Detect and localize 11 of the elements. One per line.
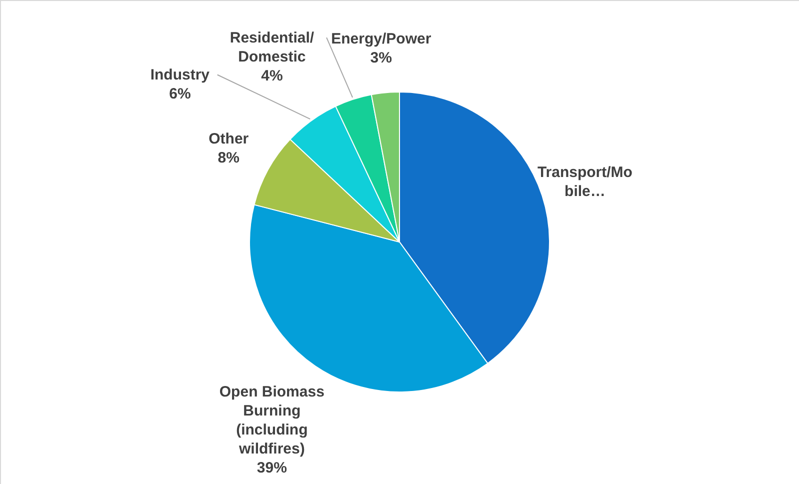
slice-label: Open Biomass Burning (including wildfires) (219, 384, 324, 458)
slice-label: Other (208, 130, 249, 148)
data-label: 39% (256, 460, 287, 477)
data-label: 4% (261, 68, 283, 85)
slice-label: Energy/Power (331, 30, 432, 48)
data-label: 8% (218, 150, 240, 167)
data-label: 3% (370, 49, 392, 66)
slice-label: Industry (150, 66, 210, 84)
slice-label: Transport/Mobile… (537, 164, 632, 200)
slice-label: Residential/ Domestic (230, 30, 315, 66)
data-label: 6% (169, 86, 191, 103)
